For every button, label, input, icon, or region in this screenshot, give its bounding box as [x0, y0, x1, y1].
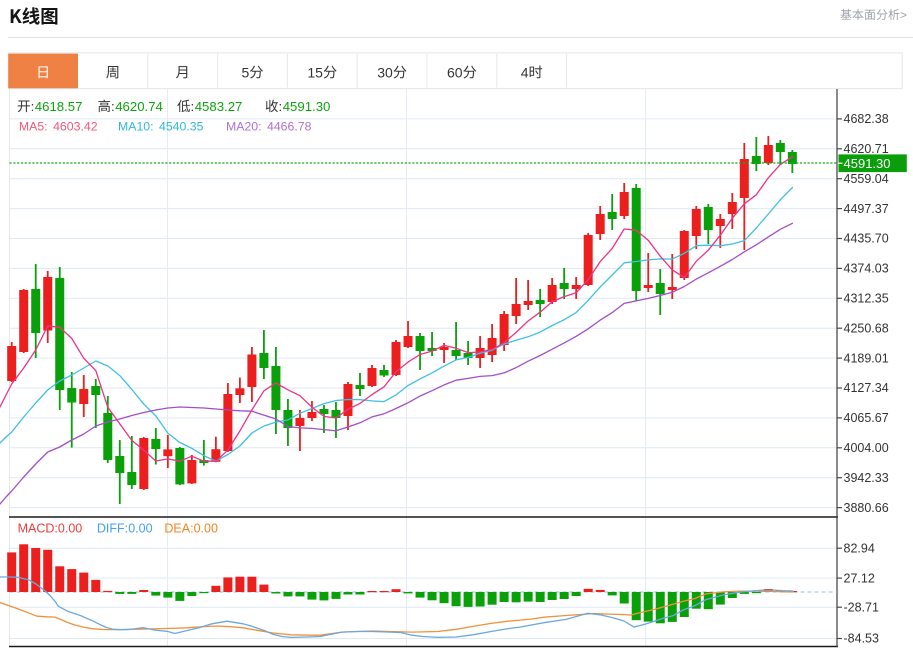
svg-text:4497.37: 4497.37	[844, 202, 889, 216]
svg-text:>: >	[900, 8, 907, 22]
svg-text:30: 30	[377, 64, 393, 80]
svg-text:MA20:: MA20:	[226, 119, 262, 133]
svg-text:4466.78: 4466.78	[267, 119, 312, 133]
svg-text:4583.27: 4583.27	[195, 99, 243, 114]
svg-text:4682.38: 4682.38	[844, 112, 889, 126]
svg-text::: :	[191, 99, 195, 114]
svg-text:3942.33: 3942.33	[844, 471, 889, 485]
svg-text:60: 60	[447, 64, 463, 80]
svg-text::: :	[111, 99, 115, 114]
svg-text::: :	[31, 99, 35, 114]
svg-text:27.12: 27.12	[844, 571, 875, 585]
svg-text:4004.00: 4004.00	[844, 441, 889, 455]
svg-text::: :	[279, 99, 283, 114]
svg-text:DIFF:: DIFF:	[97, 522, 128, 536]
svg-text:4559.04: 4559.04	[844, 172, 889, 186]
svg-text:MA10:: MA10:	[118, 119, 154, 133]
svg-text:4250.68: 4250.68	[844, 321, 889, 335]
svg-text:4591.30: 4591.30	[844, 156, 891, 171]
svg-text:82.94: 82.94	[844, 541, 875, 555]
svg-text:0.00: 0.00	[58, 522, 82, 536]
svg-text:0.00: 0.00	[128, 522, 152, 536]
svg-text:4620.71: 4620.71	[844, 142, 889, 156]
svg-text:DEA:: DEA:	[164, 522, 193, 536]
svg-text:4374.03: 4374.03	[844, 262, 889, 276]
svg-text:4603.42: 4603.42	[53, 119, 98, 133]
svg-text:-28.71: -28.71	[844, 600, 879, 614]
svg-text:4: 4	[521, 64, 529, 80]
svg-text:5: 5	[242, 64, 250, 80]
svg-text:4065.67: 4065.67	[844, 411, 889, 425]
svg-text:-84.53: -84.53	[844, 632, 879, 646]
svg-text:4312.35: 4312.35	[844, 292, 889, 306]
svg-text:15: 15	[307, 64, 323, 80]
svg-text:MACD:: MACD:	[18, 522, 58, 536]
svg-text:0.00: 0.00	[194, 522, 218, 536]
svg-text:4591.30: 4591.30	[283, 99, 331, 114]
svg-text:4127.34: 4127.34	[844, 381, 889, 395]
svg-text:4189.01: 4189.01	[844, 351, 889, 365]
svg-text:4620.74: 4620.74	[115, 99, 163, 114]
svg-text:4435.70: 4435.70	[844, 232, 889, 246]
svg-text:4618.57: 4618.57	[35, 99, 83, 114]
svg-text:3880.66: 3880.66	[844, 501, 889, 515]
svg-text:MA5:: MA5:	[19, 119, 48, 133]
svg-text:4540.35: 4540.35	[159, 119, 204, 133]
